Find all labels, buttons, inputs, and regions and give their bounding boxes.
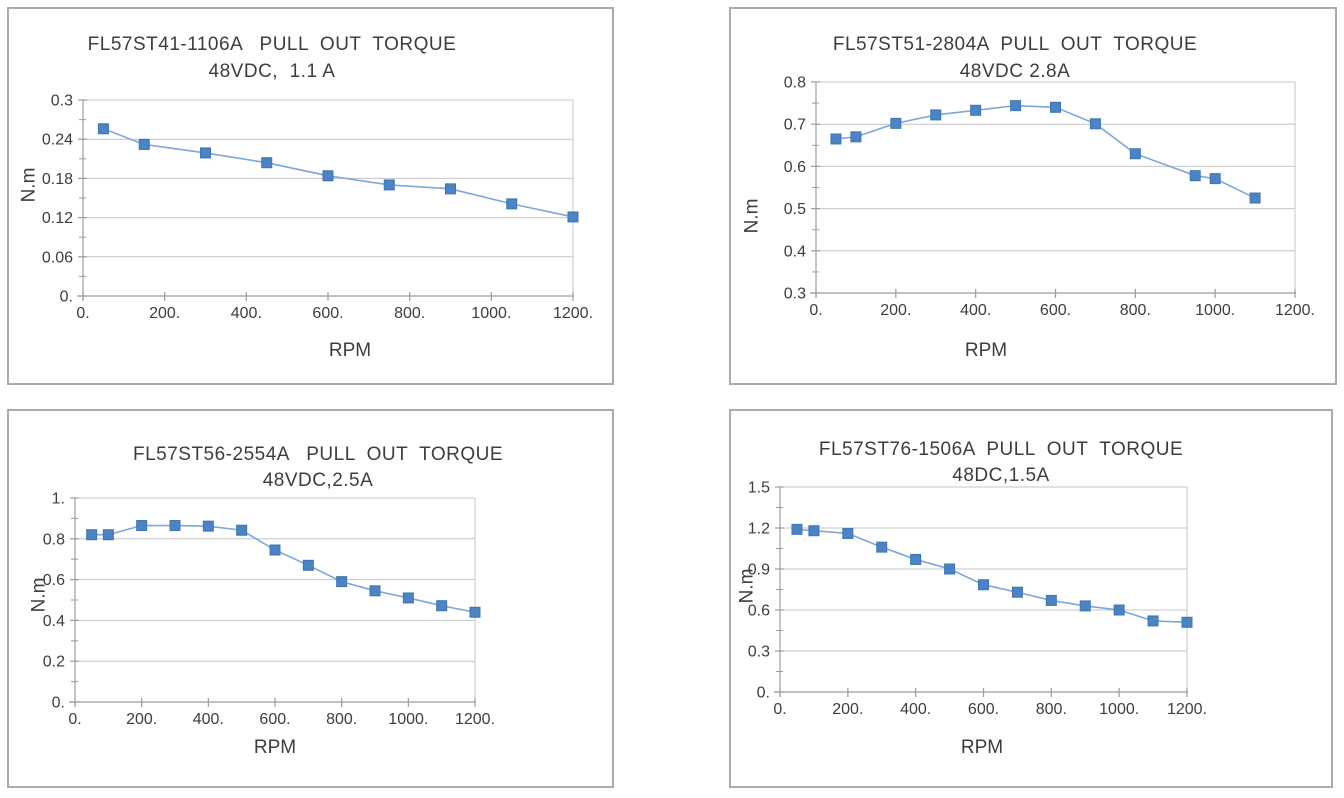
- svg-text:0.2: 0.2: [43, 654, 65, 671]
- svg-text:0.: 0.: [68, 711, 81, 728]
- svg-text:1200.: 1200.: [553, 305, 593, 322]
- chart-panel-fl57st41: FL57ST41-1106A PULL OUT TORQUE 48VDC, 1.…: [7, 7, 614, 385]
- svg-text:400.: 400.: [900, 701, 931, 718]
- svg-text:1.: 1.: [52, 491, 65, 508]
- svg-text:400.: 400.: [231, 305, 262, 322]
- svg-text:200.: 200.: [126, 711, 157, 728]
- svg-text:0.3: 0.3: [748, 644, 770, 661]
- svg-text:0.: 0.: [60, 289, 73, 306]
- x-axis-title: RPM: [964, 340, 1008, 361]
- svg-text:0.24: 0.24: [42, 132, 73, 149]
- svg-text:1000.: 1000.: [1195, 302, 1235, 319]
- chart-title: FL57ST41-1106A PULL OUT TORQUE: [87, 34, 457, 55]
- svg-text:0.6: 0.6: [784, 159, 806, 176]
- x-axis-title: RPM: [253, 737, 297, 758]
- svg-text:800.: 800.: [326, 711, 357, 728]
- svg-text:200.: 200.: [880, 302, 911, 319]
- x-axis-title: RPM: [960, 737, 1004, 758]
- svg-text:200.: 200.: [149, 305, 180, 322]
- svg-text:600.: 600.: [968, 701, 999, 718]
- svg-text:0.8: 0.8: [784, 75, 806, 92]
- svg-text:0.12: 0.12: [42, 210, 73, 227]
- svg-text:0.: 0.: [757, 685, 770, 702]
- svg-text:1000.: 1000.: [471, 305, 511, 322]
- chart-title: FL57ST76-1506A PULL OUT TORQUE: [818, 439, 1184, 460]
- chart-title: FL57ST51-2804A PULL OUT TORQUE: [832, 34, 1198, 55]
- chart-subtitle: 48VDC 2.8A: [959, 61, 1071, 82]
- svg-text:400.: 400.: [193, 711, 224, 728]
- svg-text:1000.: 1000.: [388, 711, 428, 728]
- svg-text:800.: 800.: [394, 305, 425, 322]
- plot-area: 0.3 0.4 0.5 0.6 0.7 0.8 0. 200. 400. 600. 800. 1000…: [784, 75, 1315, 320]
- svg-text:1200.: 1200.: [455, 711, 495, 728]
- svg-text:0.9: 0.9: [748, 562, 770, 579]
- svg-text:0.: 0.: [76, 305, 89, 322]
- chart-subtitle: 48VDC,2.5A: [262, 470, 374, 491]
- svg-text:0.: 0.: [52, 695, 65, 712]
- svg-text:0.: 0.: [809, 302, 822, 319]
- plot-area: 0. 0.06 0.12 0.18 0.24 0.3 0. 200. 400. 600. 800. 1…: [42, 93, 593, 323]
- x-axis-title: RPM: [328, 340, 372, 361]
- svg-text:0.: 0.: [773, 701, 786, 718]
- chart-panel-fl57st76: FL57ST76-1506A PULL OUT TORQUE 48DC,1.5A…: [729, 409, 1333, 788]
- chart-panel-fl57st51: FL57ST51-2804A PULL OUT TORQUE 48VDC 2.8…: [729, 7, 1337, 385]
- chart-panel-fl57st56: FL57ST56-2554A PULL OUT TORQUE 48VDC,2.5…: [7, 409, 614, 788]
- svg-text:1.2: 1.2: [748, 521, 770, 538]
- svg-text:0.6: 0.6: [43, 572, 65, 589]
- svg-text:0.3: 0.3: [51, 93, 73, 110]
- chart-subtitle: 48VDC, 1.1 A: [208, 61, 336, 82]
- svg-text:600.: 600.: [259, 711, 290, 728]
- svg-text:1000.: 1000.: [1099, 701, 1139, 718]
- chart-title: FL57ST56-2554A PULL OUT TORQUE: [132, 444, 504, 465]
- svg-text:0.06: 0.06: [42, 249, 73, 266]
- plot-area: 0. 0.2 0.4 0.6 0.8 1. 0. 200. 400. 600. 800. 1000. 1…: [43, 491, 495, 729]
- svg-text:200.: 200.: [832, 701, 863, 718]
- svg-text:0.4: 0.4: [43, 613, 65, 630]
- svg-text:800.: 800.: [1120, 302, 1151, 319]
- svg-text:600.: 600.: [1040, 302, 1071, 319]
- plot-area: 0. 0.3 0.6 0.9 1.2 1.5 0. 200. 400. 600. 800. 1000.…: [748, 480, 1207, 719]
- svg-text:600.: 600.: [312, 305, 343, 322]
- svg-text:0.7: 0.7: [784, 117, 806, 134]
- svg-text:400.: 400.: [960, 302, 991, 319]
- svg-text:0.3: 0.3: [784, 286, 806, 303]
- svg-text:0.8: 0.8: [43, 531, 65, 548]
- svg-text:0.18: 0.18: [42, 171, 73, 188]
- svg-text:1200.: 1200.: [1275, 302, 1315, 319]
- svg-text:0.6: 0.6: [748, 603, 770, 620]
- svg-text:800.: 800.: [1036, 701, 1067, 718]
- svg-text:1200.: 1200.: [1167, 701, 1207, 718]
- svg-text:0.5: 0.5: [784, 201, 806, 218]
- svg-text:0.4: 0.4: [784, 243, 806, 260]
- svg-text:1.5: 1.5: [748, 480, 770, 497]
- chart-subtitle: 48DC,1.5A: [952, 465, 1050, 486]
